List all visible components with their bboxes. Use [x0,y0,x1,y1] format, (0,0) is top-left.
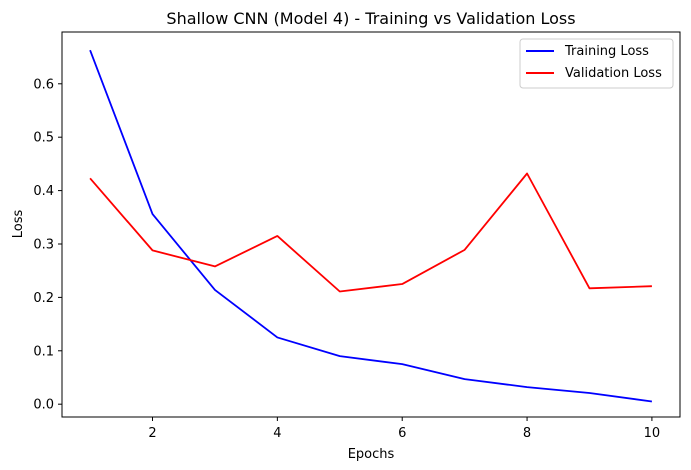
series-line-validation-loss [89,172,652,293]
y-tick-label: 0.3 [33,237,54,252]
legend: Training Loss Validation Loss [519,38,674,89]
x-tick-label: 6 [398,426,406,441]
x-tick-label: 2 [148,426,156,441]
series-line-training-loss [89,49,653,403]
x-axis-label: Epochs [348,447,395,462]
x-tick-label: 8 [523,426,531,441]
legend-label-training: Training Loss [564,44,649,59]
y-axis-ticks: 0.0 0.1 0.2 0.3 0.4 0.5 0.6 [33,77,62,413]
y-tick-label: 0.5 [33,131,54,146]
chart-title: Shallow CNN (Model 4) - Training vs Vali… [166,9,575,28]
x-tick-label: 4 [273,426,281,441]
legend-box [519,38,674,89]
x-tick-label: 10 [644,426,661,441]
y-tick-label: 0.1 [33,344,54,359]
y-axis-label: Loss [11,210,26,239]
x-axis-ticks: 2 4 6 8 10 [148,417,660,441]
legend-label-validation: Validation Loss [565,66,662,81]
y-tick-label: 0.6 [33,77,54,92]
series-lines [89,49,653,403]
plot-area [61,31,681,418]
y-tick-label: 0.4 [33,184,54,199]
y-tick-label: 0.0 [33,398,54,413]
y-tick-label: 0.2 [33,291,54,306]
